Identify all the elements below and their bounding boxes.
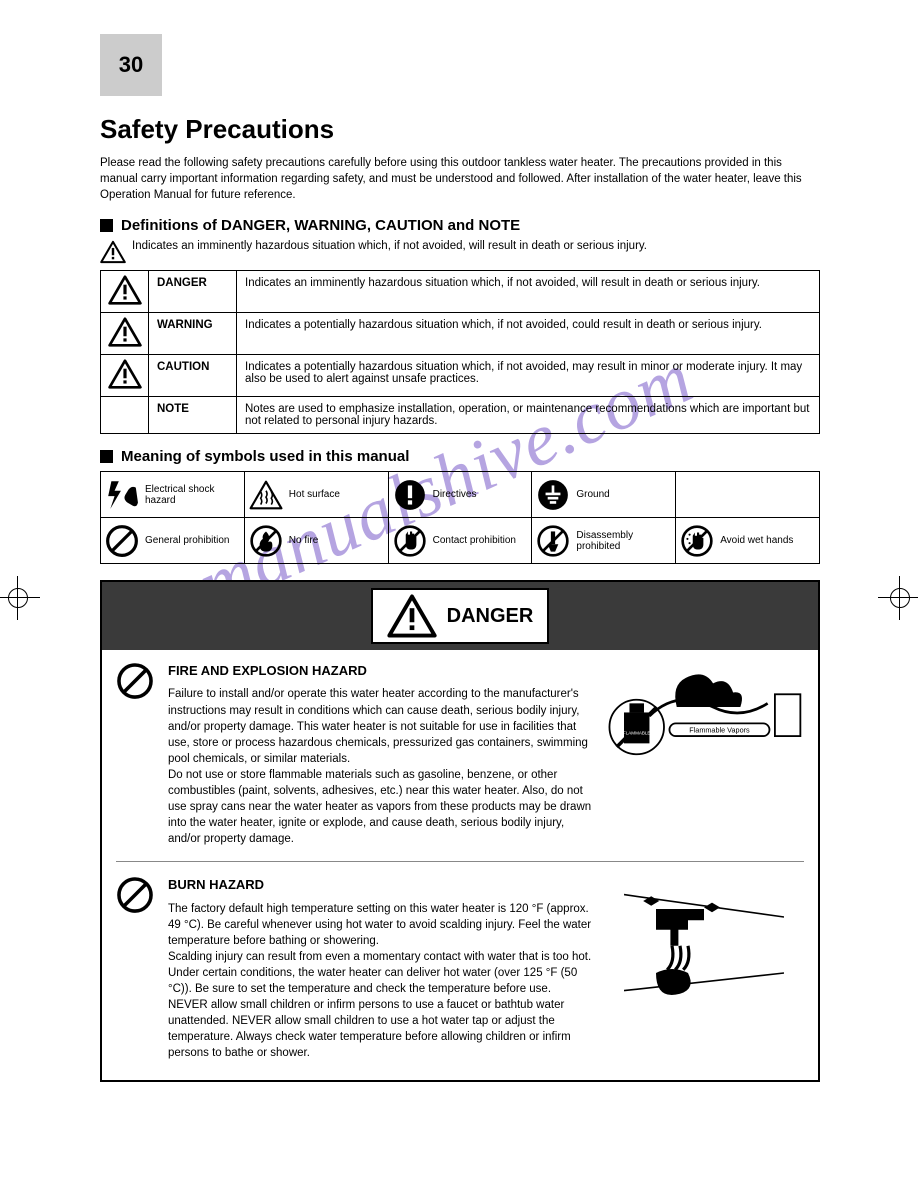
danger-item-body: The factory default high temperature set… [168, 901, 594, 1062]
warning-triangle-icon [108, 275, 142, 305]
signal-label: WARNING [149, 313, 237, 355]
symbols-heading: Meaning of symbols used in this manual [100, 448, 820, 465]
signal-label: NOTE [149, 397, 237, 434]
danger-item-title: BURN HAZARD [168, 876, 594, 894]
danger-item-body: Failure to install and/or operate this w… [168, 686, 594, 847]
symbol-label: Directives [433, 489, 528, 500]
signal-row-caution: CAUTION Indicates a potentially hazardou… [101, 355, 820, 397]
warning-triangle-icon [100, 240, 126, 264]
signal-heading-text: Definitions of DANGER, WARNING, CAUTION … [121, 217, 520, 234]
danger-tag-label: DANGER [447, 605, 534, 628]
signal-intro-text: Indicates an imminently hazardous situat… [132, 240, 647, 252]
danger-item-title: FIRE AND EXPLOSION HAZARD [168, 662, 594, 680]
symbol-label: Disassembly prohibited [576, 530, 671, 552]
crop-mark-left [0, 576, 40, 620]
signal-text: Indicates a potentially hazardous situat… [237, 355, 820, 397]
symbol-label: Electrical shock hazard [145, 484, 240, 506]
hot-surface-icon [249, 480, 283, 510]
burn-hazard-illustration [624, 876, 784, 1006]
signal-intro: Indicates an imminently hazardous situat… [100, 240, 820, 264]
signal-heading: Definitions of DANGER, WARNING, CAUTION … [100, 217, 820, 234]
shock-hazard-icon [105, 478, 139, 512]
signal-text: Indicates a potentially hazardous situat… [237, 313, 820, 355]
intro-text: Please read the following safety precaut… [100, 155, 820, 203]
symbol-label: Ground [576, 489, 671, 500]
page-content: 30 Safety Precautions Please read the fo… [100, 34, 820, 1082]
prohibition-icon [105, 524, 139, 558]
signal-row-note: NOTE Notes are used to emphasize install… [101, 397, 820, 434]
page-title: Safety Precautions [100, 114, 820, 145]
page-number-box: 30 [100, 34, 162, 96]
prohibition-icon [116, 876, 154, 914]
no-fire-icon [249, 524, 283, 558]
symbol-label: Avoid wet hands [720, 535, 815, 546]
danger-item-burn: BURN HAZARD The factory default high tem… [116, 876, 804, 1061]
symbol-label: Hot surface [289, 489, 384, 500]
flammable-vapors-illustration [604, 662, 804, 772]
symbol-empty [676, 472, 820, 518]
no-touch-icon [393, 524, 427, 558]
warning-triangle-icon [108, 317, 142, 347]
danger-header: DANGER [102, 582, 818, 650]
symbol-label: No fire [289, 535, 384, 546]
directives-icon [393, 478, 427, 512]
signal-label: CAUTION [149, 355, 237, 397]
no-disassemble-icon [536, 524, 570, 558]
crop-mark-right [878, 576, 918, 620]
danger-tag: DANGER [371, 588, 550, 644]
signal-row-danger: DANGER Indicates an imminently hazardous… [101, 271, 820, 313]
no-wet-hands-icon [680, 524, 714, 558]
ground-icon [536, 478, 570, 512]
danger-panel: DANGER FIRE AND EXPLOSION HAZARD Failure… [100, 580, 820, 1081]
warning-triangle-icon [387, 594, 437, 638]
divider [116, 861, 804, 862]
danger-item-fire: FIRE AND EXPLOSION HAZARD Failure to ins… [116, 662, 804, 847]
symbol-label: Contact prohibition [433, 535, 528, 546]
signal-text: Indicates an imminently hazardous situat… [237, 271, 820, 313]
symbols-heading-text: Meaning of symbols used in this manual [121, 448, 409, 465]
signal-label: DANGER [149, 271, 237, 313]
symbol-label: General prohibition [145, 535, 240, 546]
page-number: 30 [119, 52, 143, 78]
signal-text: Notes are used to emphasize installation… [237, 397, 820, 434]
warning-triangle-icon [108, 359, 142, 389]
symbols-table: Electrical shock hazard Hot surface Dire… [100, 471, 820, 564]
prohibition-icon [116, 662, 154, 700]
signal-table: DANGER Indicates an imminently hazardous… [100, 270, 820, 434]
signal-row-warning: WARNING Indicates a potentially hazardou… [101, 313, 820, 355]
